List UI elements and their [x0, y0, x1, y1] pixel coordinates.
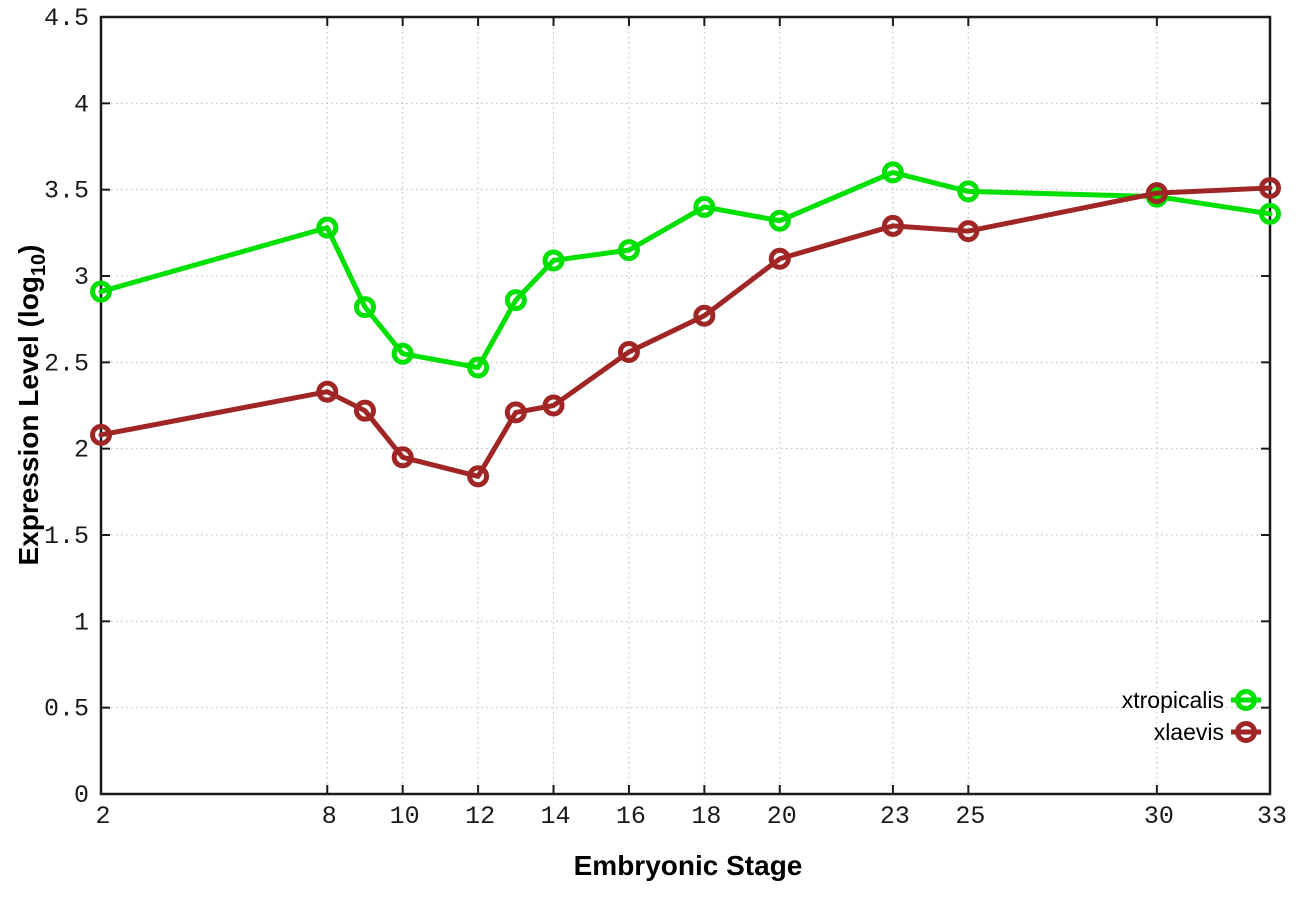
y-tick-label: 0 — [74, 781, 89, 810]
data-point-xtropicalis — [542, 249, 565, 272]
data-point-xlaevis — [768, 247, 791, 270]
y-tick-label: 2 — [74, 436, 89, 465]
series-line-xlaevis — [98, 185, 1273, 479]
y-axis-label: Expression Level (log10) — [13, 244, 50, 566]
y-axis-label-subscript: 10 — [27, 253, 50, 277]
legend-label-xlaevis: xlaevis — [1154, 719, 1224, 745]
data-point-xtropicalis — [90, 280, 112, 303]
data-point-xlaevis — [467, 465, 490, 488]
y-tick-label: 4.5 — [44, 4, 89, 33]
data-point-xlaevis — [957, 220, 980, 243]
data-point-xlaevis — [316, 380, 339, 403]
data-point-xtropicalis — [391, 342, 414, 365]
data-point-xtropicalis — [693, 195, 716, 218]
data-point-xtropicalis — [1259, 202, 1281, 225]
data-point-xtropicalis — [957, 180, 980, 203]
data-point-xtropicalis — [467, 356, 490, 379]
legend-label-xtropicalis: xtropicalis — [1122, 687, 1224, 713]
data-point-xlaevis — [693, 304, 716, 327]
x-tick-label: 12 — [465, 802, 495, 831]
data-point-xtropicalis — [504, 289, 527, 312]
y-tick-label: 4 — [74, 90, 89, 119]
x-tick-label: 33 — [1257, 802, 1287, 831]
data-point-xlaevis — [1259, 176, 1281, 199]
y-tick-label: 3.5 — [44, 177, 89, 206]
y-tick-label: 3 — [74, 263, 89, 292]
series-line-xtropicalis — [98, 169, 1273, 371]
legend-sample-marker-xlaevis — [1235, 721, 1257, 743]
y-tick-label: 1 — [74, 608, 89, 637]
data-point-xtropicalis — [768, 209, 791, 232]
data-point-xlaevis — [353, 399, 376, 422]
y-tick-label: 1.5 — [44, 522, 89, 551]
plot-border — [99, 15, 1272, 796]
x-tick-label: 14 — [541, 802, 571, 831]
x-tick-label: 16 — [616, 802, 646, 831]
y-tick-label: 2.5 — [44, 349, 89, 378]
x-tick-label: 8 — [322, 802, 337, 831]
x-tick-label: 23 — [880, 802, 910, 831]
y-tick-label: 0.5 — [44, 695, 89, 724]
data-point-xtropicalis — [617, 239, 640, 262]
data-point-xlaevis — [504, 401, 527, 424]
data-point-xlaevis — [542, 394, 565, 417]
data-point-xlaevis — [881, 214, 904, 237]
x-tick-label: 25 — [955, 802, 985, 831]
x-tick-label: 30 — [1144, 802, 1174, 831]
data-point-xlaevis — [1145, 182, 1168, 205]
legend-sample-marker-xtropicalis — [1235, 689, 1257, 711]
x-axis-label: Embryonic Stage — [573, 850, 803, 881]
x-tick-label: 10 — [390, 802, 420, 831]
x-tick-label: 20 — [767, 802, 797, 831]
data-point-xtropicalis — [353, 296, 376, 319]
data-point-xlaevis — [90, 423, 112, 446]
x-tick-label: 2 — [95, 802, 110, 831]
data-point-xtropicalis — [881, 161, 904, 184]
data-point-xlaevis — [617, 340, 640, 363]
x-tick-label: 18 — [691, 802, 721, 831]
data-point-xlaevis — [391, 446, 414, 469]
data-point-xtropicalis — [316, 216, 339, 239]
